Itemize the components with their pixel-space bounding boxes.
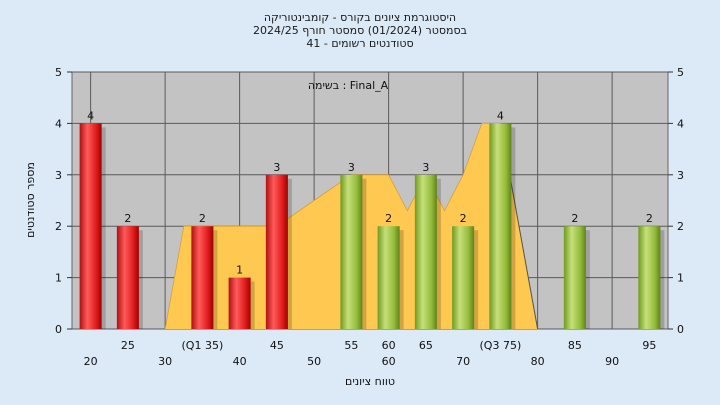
bar (340, 174, 363, 329)
bar (489, 123, 512, 330)
y-tick-label-left: 4 (55, 117, 62, 130)
y-tick-label-left: 3 (55, 169, 62, 182)
x-tick-label-lower: 80 (531, 355, 545, 368)
y-tick-label-left: 1 (55, 272, 62, 285)
data-label: 3 (422, 161, 429, 174)
bar (638, 226, 661, 329)
bar (377, 226, 400, 329)
x-tick-label-upper: 60 (382, 339, 396, 352)
x-tick-label-upper: 45 (270, 339, 284, 352)
data-label: 2 (124, 212, 131, 225)
x-tick-label-upper: 55 (344, 339, 358, 352)
bar (79, 123, 102, 330)
bar (228, 277, 251, 329)
y-tick-label-right: 4 (677, 117, 684, 130)
x-tick-label-upper: 95 (642, 339, 656, 352)
bar (191, 226, 214, 329)
x-tick-label-lower: 40 (233, 355, 247, 368)
data-label: 3 (273, 161, 280, 174)
data-label: 2 (571, 212, 578, 225)
bar (563, 226, 586, 329)
chart-title-line2: בסמסטר (01/2024) סמסטר חורף 2024/25 (253, 24, 467, 37)
y-tick-label-right: 2 (677, 220, 684, 233)
annotation-label: בשימה : Final_A (308, 79, 389, 92)
x-tick-label-lower: 30 (158, 355, 172, 368)
data-label: 2 (460, 212, 467, 225)
x-tick-label-lower: 20 (84, 355, 98, 368)
y-tick-label-right: 3 (677, 169, 684, 182)
y-tick-label-left: 2 (55, 220, 62, 233)
y-tick-label-right: 1 (677, 272, 684, 285)
x-tick-label-lower: 60 (382, 355, 396, 368)
y-tick-label-left: 0 (55, 323, 62, 336)
bar (452, 226, 475, 329)
x-tick-label-upper: 65 (419, 339, 433, 352)
data-labels: 4 2 2 1 3 3 2 3 2 4 2 2 (87, 109, 653, 276)
data-label: 2 (385, 212, 392, 225)
data-label: 2 (199, 212, 206, 225)
axes: 0 01 12 23 34 45 525 (Q1 35) 45 55 60 65 (Q3 75) 85 95… (55, 66, 684, 368)
x-tick-label-upper: (Q1 35) (182, 339, 224, 352)
x-tick-label-upper: (Q3 75) (480, 339, 522, 352)
y-tick-label-right: 5 (677, 66, 684, 79)
data-label: 2 (646, 212, 653, 225)
bar (116, 226, 139, 329)
x-tick-label-lower: 90 (605, 355, 619, 368)
distribution-line (164, 123, 538, 330)
x-tick-label-upper: 85 (568, 339, 582, 352)
data-label: 1 (236, 264, 243, 277)
x-axis-label: טווח ציונים (345, 375, 395, 388)
y-axis-label: מספר סטודנטים (24, 162, 37, 238)
y-tick-label-right: 0 (677, 323, 684, 336)
bar (265, 174, 288, 329)
x-tick-label-lower: 70 (456, 355, 470, 368)
data-label: 4 (87, 109, 94, 122)
y-tick-label-left: 5 (55, 66, 62, 79)
x-tick-label-lower: 50 (307, 355, 321, 368)
bar (414, 174, 437, 329)
x-tick-label-upper: 25 (121, 339, 135, 352)
bars (79, 123, 665, 330)
data-label: 3 (348, 161, 355, 174)
data-label: 4 (497, 109, 504, 122)
chart-title-line1: היסטוגרמת ציונים בקורס - קומבינטוריקה (264, 11, 456, 24)
chart-title-line3: 41 - סטודנטים רשומים (306, 37, 413, 50)
